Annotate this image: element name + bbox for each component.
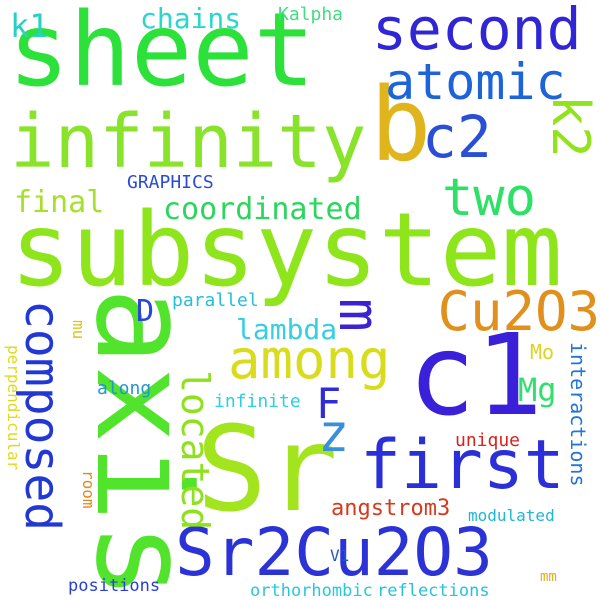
word-modulated: modulated	[468, 506, 555, 525]
word-coordinated: coordinated	[163, 192, 362, 227]
word-two: two	[442, 168, 536, 228]
word-composed: composed	[14, 300, 70, 532]
word-mo: Mo	[530, 340, 555, 364]
word-atomic: atomic	[385, 53, 566, 111]
word-along: along	[97, 378, 152, 399]
word-room: room	[79, 470, 98, 509]
word-infinite: infinite	[214, 391, 301, 412]
word-sr2cu2o3: Sr2Cu2O3	[175, 514, 493, 591]
word-first: first	[360, 426, 565, 505]
word-infinity: infinity	[10, 99, 367, 185]
word-c2: c2	[422, 103, 492, 171]
word-located: located	[173, 370, 217, 531]
word-sheet: sheet	[8, 0, 316, 110]
word-subsystem: subsystem	[10, 191, 563, 310]
word-kalpha: Kalpha	[278, 4, 344, 25]
word-chains: chains	[140, 2, 242, 35]
word-v1: V1	[330, 546, 350, 565]
word-unique: unique	[455, 430, 521, 451]
word-mg: Mg	[518, 371, 557, 409]
word-orthorhombic: orthorhombic	[250, 581, 373, 600]
word-m: m	[326, 298, 391, 332]
word-k2: k2	[540, 95, 600, 158]
word-parallel: parallel	[172, 290, 259, 311]
word-angstrom3: angstrom3	[331, 496, 451, 521]
word-f: F	[316, 379, 342, 428]
word-reflections: reflections	[377, 581, 490, 600]
word-cu2o3: Cu2O3	[437, 280, 600, 343]
word-lambda: lambda	[236, 313, 338, 346]
word-among: among	[228, 328, 391, 391]
word-final: final	[14, 185, 105, 220]
word-z: z	[318, 404, 350, 464]
word-b: b	[370, 66, 432, 185]
word-graphics: GRAPHICS	[127, 172, 214, 193]
word-mm: mm	[540, 569, 557, 585]
word-sr: Sr	[196, 400, 339, 538]
word-c1: c1	[408, 311, 543, 441]
word-perpendicular: perpendicular	[4, 345, 23, 471]
word-k1: k1	[10, 7, 49, 45]
word-d: D	[136, 294, 155, 329]
word-second: second	[372, 0, 582, 63]
word-positions: positions	[68, 576, 161, 596]
word-axis: axis	[67, 286, 219, 600]
word-mu: mu	[69, 320, 88, 340]
word-interactions: interactions	[566, 342, 590, 487]
